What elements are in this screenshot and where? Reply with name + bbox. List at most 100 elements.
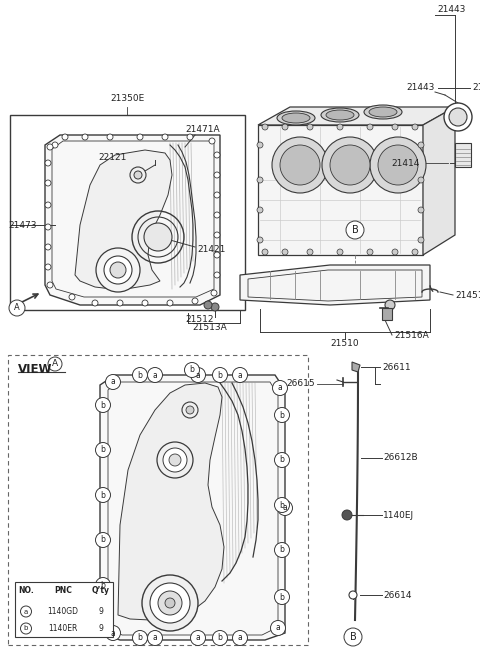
Circle shape xyxy=(187,134,193,140)
Circle shape xyxy=(45,224,51,230)
Circle shape xyxy=(158,591,182,615)
Circle shape xyxy=(275,453,289,468)
Text: 22121: 22121 xyxy=(99,153,127,162)
Polygon shape xyxy=(75,150,172,290)
Circle shape xyxy=(418,207,424,213)
Text: 21471A: 21471A xyxy=(185,126,220,134)
Text: 26614: 26614 xyxy=(383,591,411,599)
Circle shape xyxy=(211,303,219,311)
Circle shape xyxy=(337,249,343,255)
Text: b: b xyxy=(279,546,285,555)
Circle shape xyxy=(137,134,143,140)
Circle shape xyxy=(62,134,68,140)
Text: b: b xyxy=(101,491,106,500)
Circle shape xyxy=(45,160,51,166)
Text: 21513A: 21513A xyxy=(192,322,228,331)
Circle shape xyxy=(165,598,175,608)
Circle shape xyxy=(21,623,32,634)
Circle shape xyxy=(418,142,424,148)
Circle shape xyxy=(213,631,228,645)
Circle shape xyxy=(110,262,126,278)
Circle shape xyxy=(184,362,200,377)
Text: a: a xyxy=(110,377,115,386)
Text: b: b xyxy=(217,633,222,643)
Ellipse shape xyxy=(369,107,397,117)
Circle shape xyxy=(412,124,418,130)
Text: B: B xyxy=(352,225,359,235)
Circle shape xyxy=(47,144,53,150)
Circle shape xyxy=(444,103,472,131)
Circle shape xyxy=(344,628,362,646)
Circle shape xyxy=(106,375,120,390)
Circle shape xyxy=(322,137,378,193)
Text: 21443: 21443 xyxy=(472,83,480,92)
Text: 21451B: 21451B xyxy=(455,291,480,299)
Circle shape xyxy=(385,300,395,310)
Circle shape xyxy=(272,137,328,193)
Circle shape xyxy=(96,248,140,292)
Circle shape xyxy=(370,137,426,193)
Circle shape xyxy=(209,138,215,144)
Text: b: b xyxy=(279,500,285,510)
Circle shape xyxy=(45,264,51,270)
Text: b: b xyxy=(101,536,106,544)
Circle shape xyxy=(192,298,198,304)
Ellipse shape xyxy=(364,105,402,119)
Polygon shape xyxy=(258,125,423,255)
Circle shape xyxy=(130,167,146,183)
Circle shape xyxy=(214,232,220,238)
Text: a: a xyxy=(196,371,200,379)
Text: 9: 9 xyxy=(98,607,103,616)
Circle shape xyxy=(232,631,248,645)
Text: A: A xyxy=(14,303,20,312)
Circle shape xyxy=(45,180,51,186)
Circle shape xyxy=(282,124,288,130)
Circle shape xyxy=(52,142,58,148)
Circle shape xyxy=(147,367,163,383)
Circle shape xyxy=(367,124,373,130)
Text: b: b xyxy=(217,371,222,379)
Text: 26612B: 26612B xyxy=(383,453,418,462)
Circle shape xyxy=(214,272,220,278)
Text: a: a xyxy=(153,633,157,643)
Circle shape xyxy=(214,172,220,178)
Text: a: a xyxy=(153,371,157,379)
Text: 9: 9 xyxy=(98,624,103,633)
Circle shape xyxy=(271,620,286,635)
Text: 1140ER: 1140ER xyxy=(48,624,78,633)
Text: a: a xyxy=(238,371,242,379)
Circle shape xyxy=(337,124,343,130)
Circle shape xyxy=(142,575,198,631)
Bar xyxy=(382,308,392,320)
Circle shape xyxy=(45,244,51,250)
Text: b: b xyxy=(101,400,106,409)
Circle shape xyxy=(9,300,25,316)
Circle shape xyxy=(142,300,148,306)
Text: Q’ty: Q’ty xyxy=(92,586,110,595)
Circle shape xyxy=(342,510,352,520)
Circle shape xyxy=(275,498,289,512)
Ellipse shape xyxy=(282,113,310,123)
Circle shape xyxy=(162,134,168,140)
Text: 21414: 21414 xyxy=(392,159,420,168)
Text: 26615: 26615 xyxy=(287,379,315,388)
Circle shape xyxy=(96,443,110,457)
Circle shape xyxy=(275,542,289,557)
Circle shape xyxy=(157,442,193,478)
Circle shape xyxy=(392,124,398,130)
Text: a: a xyxy=(283,504,288,512)
Circle shape xyxy=(92,300,98,306)
Circle shape xyxy=(275,590,289,605)
Circle shape xyxy=(169,454,181,466)
Text: 1140GD: 1140GD xyxy=(48,607,79,616)
Bar xyxy=(10,115,245,310)
Polygon shape xyxy=(45,135,220,305)
Circle shape xyxy=(132,631,147,645)
Circle shape xyxy=(213,367,228,383)
Text: 21421: 21421 xyxy=(197,244,226,253)
Circle shape xyxy=(48,357,62,371)
Circle shape xyxy=(307,124,313,130)
Circle shape xyxy=(412,249,418,255)
Text: 21443: 21443 xyxy=(407,83,435,92)
Circle shape xyxy=(96,578,110,593)
